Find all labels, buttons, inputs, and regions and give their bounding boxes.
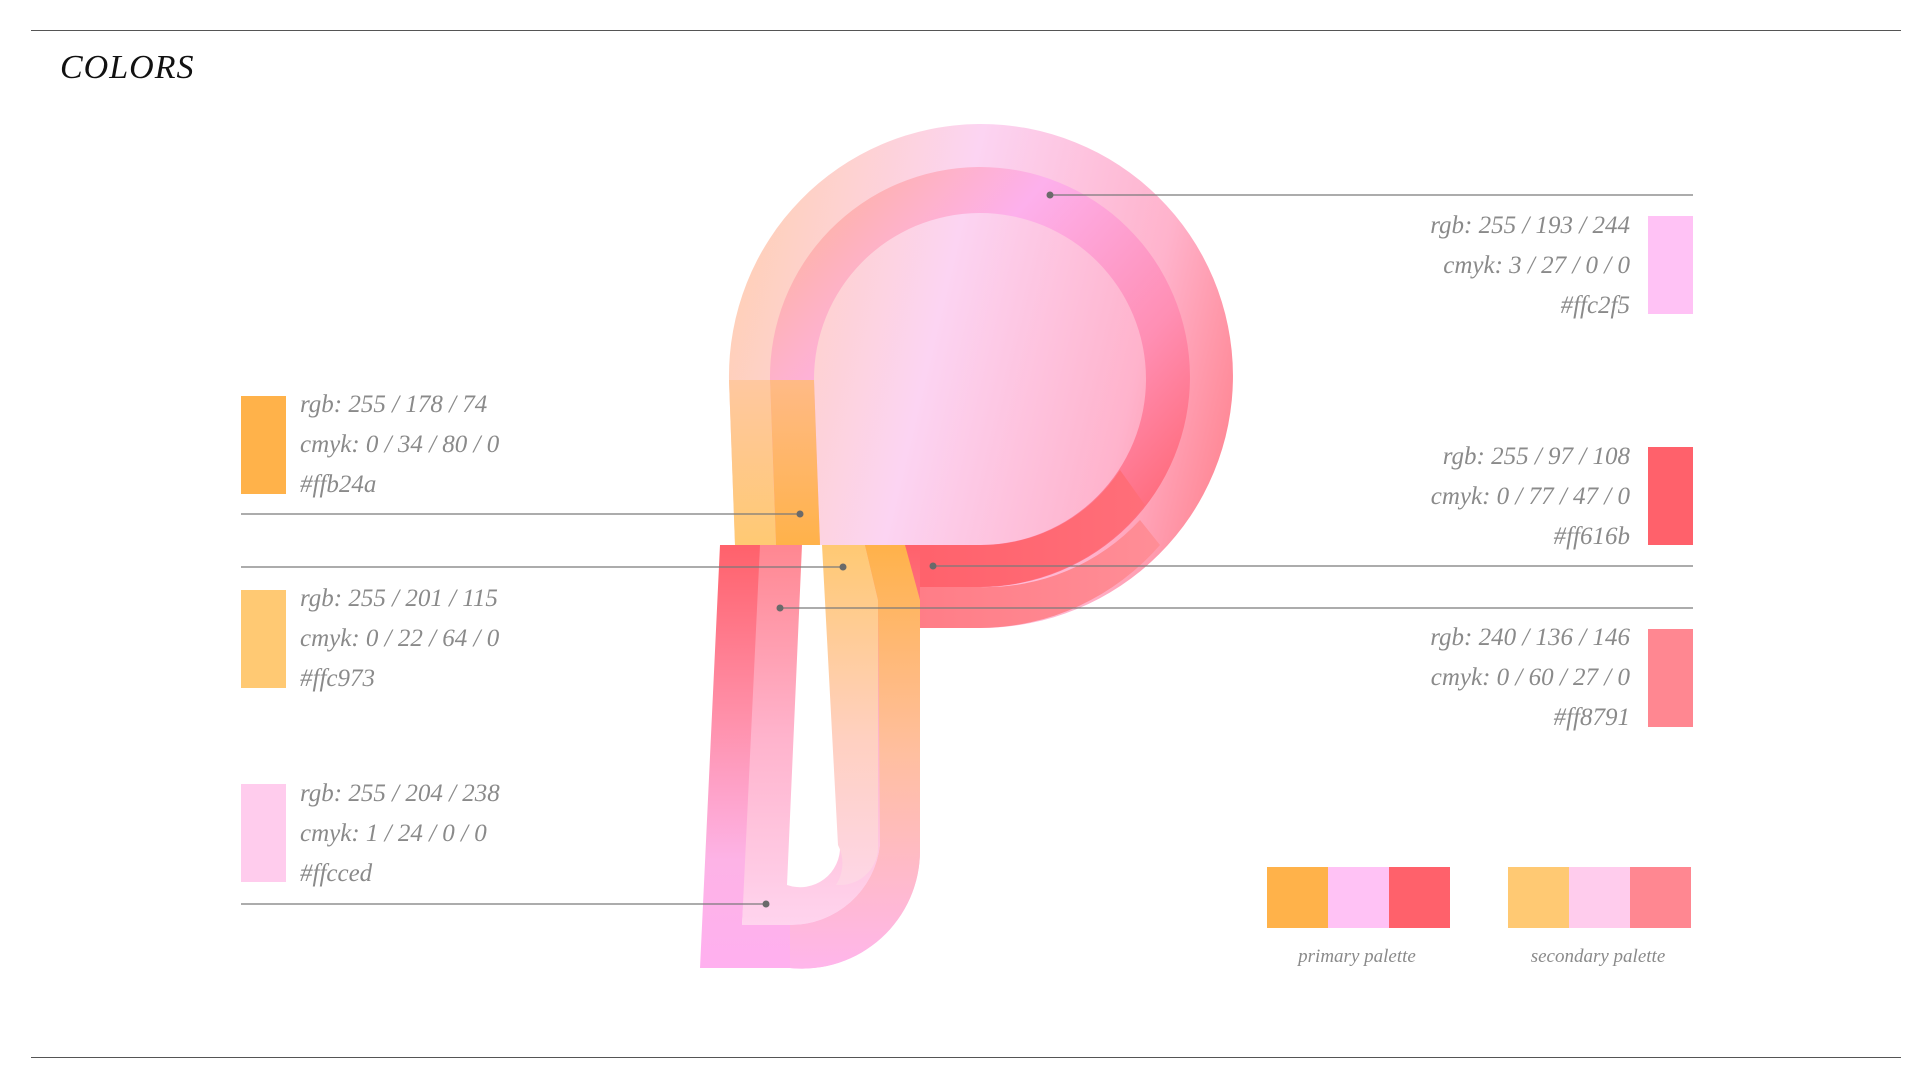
loop-bar-upper [905,470,1145,587]
right-leg-outer [790,545,921,969]
callout-dot-ff616b [929,562,937,570]
color-info-ff616b: rgb: 255 / 97 / 108 cmyk: 0 / 77 / 47 / … [1370,437,1630,557]
color-info-ff8791: rgb: 240 / 136 / 146 cmyk: 0 / 60 / 27 /… [1370,618,1630,738]
secondary-palette [1508,867,1691,928]
swatch-ffcced [241,784,286,882]
bottom-rule [31,1057,1901,1058]
color-info-ffc973: rgb: 255 / 201 / 115 cmyk: 0 / 22 / 64 /… [300,579,560,699]
hex-value: #ffb24a [300,471,377,498]
palette-chip [1508,867,1569,928]
rgb-value: rgb: 240 / 136 / 146 [1430,624,1630,651]
swatch-ff616b [1648,447,1693,545]
loop-bar-lower [905,520,1160,628]
right-leg-inner [822,545,879,885]
callout-dot-ffb24a [796,510,804,518]
rgb-value: rgb: 255 / 193 / 244 [1430,212,1630,239]
cmyk-value: cmyk: 0 / 34 / 80 / 0 [300,431,500,458]
cmyk-value: cmyk: 0 / 77 / 47 / 0 [1430,483,1630,510]
hex-value: #ff616b [1553,523,1630,550]
palette-chip [1267,867,1328,928]
cmyk-value: cmyk: 1 / 24 / 0 / 0 [300,820,487,847]
color-info-ffcced: rgb: 255 / 204 / 238 cmyk: 1 / 24 / 0 / … [300,774,560,894]
hex-value: #ff8791 [1553,704,1630,731]
callout-dot-ff8791 [776,604,784,612]
cmyk-value: cmyk: 0 / 60 / 27 / 0 [1430,664,1630,691]
palette-chip [1569,867,1630,928]
top-rule [31,30,1901,31]
stem-right-piece [770,380,820,545]
swatch-ffc973 [241,590,286,688]
rgb-value: rgb: 255 / 178 / 74 [300,391,488,418]
stem-left-piece [729,380,776,545]
palette-chip [1328,867,1389,928]
hex-value: #ffc2f5 [1560,292,1630,319]
callout-dot-ffc973 [839,563,847,571]
palette-chip [1389,867,1450,928]
page-title: COLORS [60,49,195,86]
color-info-ffb24a: rgb: 255 / 178 / 74 cmyk: 0 / 34 / 80 / … [300,385,560,505]
primary-palette-label: primary palette [1298,946,1416,967]
swatch-ff8791 [1648,629,1693,727]
primary-palette [1267,867,1450,928]
cmyk-value: cmyk: 3 / 27 / 0 / 0 [1443,252,1630,279]
rgb-value: rgb: 255 / 201 / 115 [300,585,498,612]
cmyk-value: cmyk: 0 / 22 / 64 / 0 [300,625,500,652]
color-info-ffc2f5: rgb: 255 / 193 / 244 cmyk: 3 / 27 / 0 / … [1370,206,1630,326]
hex-value: #ffcced [300,860,373,887]
palette-chip [1630,867,1691,928]
hex-value: #ffc973 [300,665,375,692]
secondary-palette-label: secondary palette [1530,946,1666,967]
swatch-ffb24a [241,396,286,494]
callout-dot-ffc2f5 [1046,191,1054,199]
callout-dot-ffcced [762,900,770,908]
rgb-value: rgb: 255 / 204 / 238 [300,780,500,807]
swatch-ffc2f5 [1648,216,1693,314]
rgb-value: rgb: 255 / 97 / 108 [1442,443,1630,470]
